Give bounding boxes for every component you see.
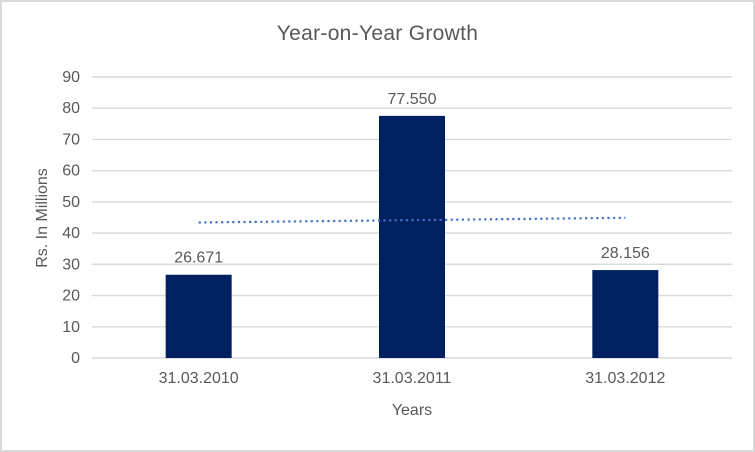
y-tick-label: 30 <box>62 256 80 273</box>
y-tick-label: 40 <box>62 225 80 242</box>
y-axis-title-text: Rs. In Millions <box>34 168 51 268</box>
bar-value-label: 28.156 <box>601 245 650 262</box>
bar-value-label: 26.671 <box>174 250 223 267</box>
bar-31.03.2011 <box>379 115 445 358</box>
x-tick-label: 31.03.2011 <box>373 370 452 387</box>
y-tick-label: 90 <box>62 69 80 86</box>
bar-31.03.2012 <box>592 270 659 358</box>
chart-title: Year-on-Year Growth <box>276 22 479 45</box>
bar-31.03.2010 <box>165 274 232 358</box>
x-tick-label: 31.03.2012 <box>585 370 665 387</box>
bar-value-label: 77.550 <box>388 91 437 108</box>
y-tick-label: 60 <box>62 163 80 180</box>
x-axis-title: Years <box>391 402 433 419</box>
y-tick-label: 50 <box>62 194 80 211</box>
y-tick-label: 80 <box>62 100 80 117</box>
trendline <box>198 216 626 224</box>
y-tick-label: 10 <box>62 319 80 336</box>
y-tick-label: 0 <box>71 350 80 367</box>
y-tick-label: 20 <box>62 288 80 305</box>
y-tick-label: 70 <box>62 131 80 148</box>
x-tick-label: 31.03.2010 <box>159 370 239 387</box>
